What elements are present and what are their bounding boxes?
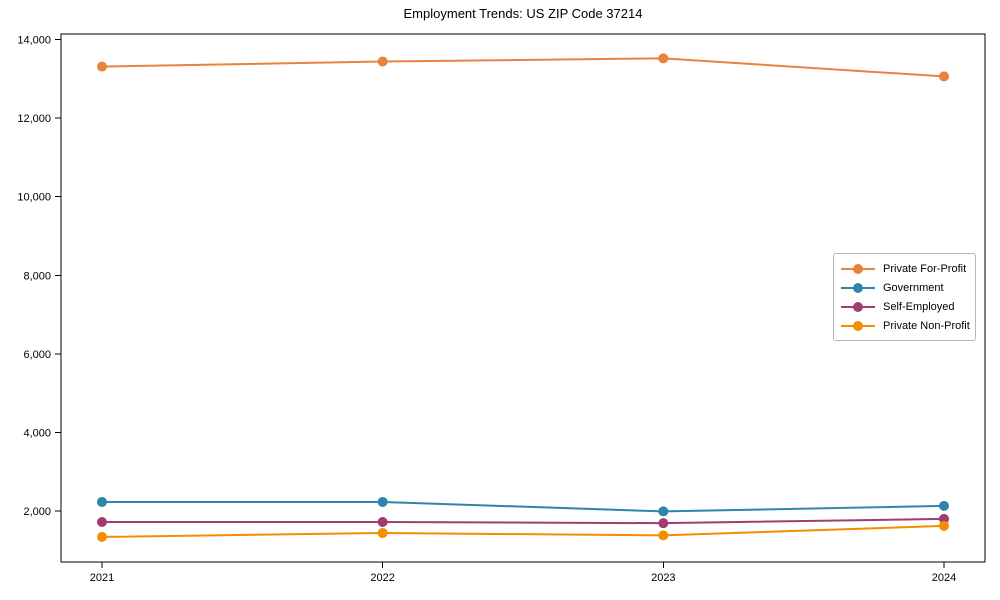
legend-item-label: Self-Employed	[883, 300, 955, 313]
series-marker	[658, 518, 669, 529]
series-marker	[939, 520, 949, 531]
legend-marker-icon	[841, 282, 875, 293]
series-marker	[658, 506, 669, 517]
x-axis-tick-label: 2023	[651, 572, 675, 584]
series-line	[101, 517, 945, 525]
y-axis-tick-label: 6,000	[23, 349, 51, 361]
legend-item-label: Private For-Profit	[883, 262, 967, 275]
x-axis-tick-label: 2022	[370, 572, 394, 584]
series-marker	[97, 61, 107, 72]
legend-marker-dot	[853, 263, 863, 274]
legend-marker-dot	[853, 282, 863, 293]
x-axis-tick-label: 2021	[90, 572, 114, 584]
series-marker	[377, 56, 388, 67]
series-marker	[658, 53, 669, 64]
plot-frame	[60, 33, 986, 563]
series-line	[101, 57, 945, 78]
legend-item-label: Government	[883, 281, 944, 294]
y-axis-tick-label: 2,000	[23, 506, 51, 518]
legend-item: Government	[841, 278, 969, 297]
series-marker	[377, 517, 388, 528]
legend: Private For-Profit Government Self-Employe…	[833, 253, 976, 341]
y-axis-tick-label: 8,000	[23, 270, 51, 282]
legend-marker-dot	[853, 320, 863, 331]
legend-item: Self-Employed	[841, 297, 969, 316]
legend-item: Private For-Profit	[841, 259, 969, 278]
y-axis-tick-label: 12,000	[17, 113, 51, 125]
series-marker	[377, 528, 388, 539]
series-marker	[658, 530, 669, 541]
series-line	[101, 500, 945, 513]
series-marker	[939, 513, 949, 524]
series-line	[101, 524, 945, 538]
y-axis-tick-label: 14,000	[17, 35, 51, 47]
y-axis-tick-label: 10,000	[17, 192, 51, 204]
series-marker	[97, 496, 107, 507]
series-marker	[97, 517, 107, 528]
x-axis-tick-label: 2024	[932, 572, 956, 584]
y-axis-tick-label: 4,000	[23, 427, 51, 439]
legend-marker-icon	[841, 263, 875, 274]
series-marker	[939, 71, 949, 82]
legend-marker-icon	[841, 320, 875, 331]
series-marker	[939, 500, 949, 511]
series-marker	[377, 496, 388, 507]
series-marker	[97, 531, 107, 542]
legend-marker-icon	[841, 301, 875, 312]
legend-item-label: Private Non-Profit	[883, 319, 970, 332]
legend-item: Private Non-Profit	[841, 316, 970, 335]
legend-marker-dot	[853, 301, 863, 312]
chart-title: Employment Trends: US ZIP Code 37214	[403, 6, 643, 21]
